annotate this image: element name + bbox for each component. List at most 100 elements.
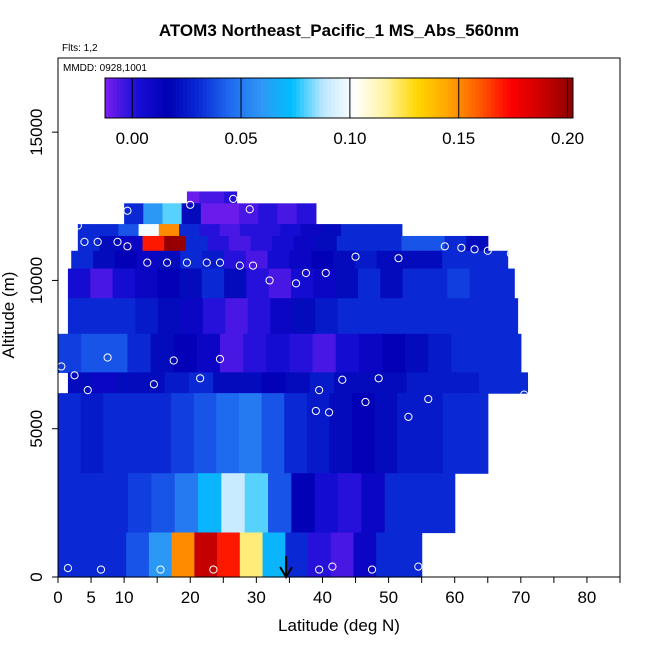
flights-label: Flts: 1,2 xyxy=(62,43,98,54)
curtain-cell xyxy=(465,393,489,474)
curtain-cell xyxy=(361,473,386,534)
colorbar-segment xyxy=(331,78,336,118)
colorbar-tick-label: 0.20 xyxy=(551,129,584,148)
colorbar-segment xyxy=(218,78,223,118)
curtain-cell xyxy=(311,250,334,270)
colorbar-segment xyxy=(284,78,289,118)
curtain-cell xyxy=(442,393,466,474)
colorbar-segment xyxy=(557,78,562,118)
sample-point xyxy=(338,375,347,384)
colorbar-segment xyxy=(319,78,324,118)
x-tick-label: 60 xyxy=(445,588,464,607)
colorbar-segment xyxy=(233,78,239,118)
colorbar-segment xyxy=(128,78,133,118)
sample-point xyxy=(470,245,479,254)
colorbar-segment xyxy=(491,78,496,118)
colorbar-segment xyxy=(545,78,551,118)
colorbar-segment xyxy=(440,78,445,118)
curtain-cell xyxy=(127,333,152,373)
curtain-cell xyxy=(143,203,164,225)
colorbar-segment xyxy=(549,78,554,118)
curtain-cell xyxy=(193,393,217,474)
colorbar-segment xyxy=(303,78,309,118)
colorbar-segment xyxy=(105,78,110,118)
x-tick-label: 20 xyxy=(181,588,200,607)
sample-point xyxy=(506,249,516,258)
sample-point xyxy=(367,565,377,574)
colorbar-segment xyxy=(264,78,270,118)
curtain-cell xyxy=(138,224,160,237)
colorbar-segment xyxy=(428,78,434,118)
curtain-cell xyxy=(207,235,230,252)
curtain-cell xyxy=(188,372,214,394)
curtain-cell xyxy=(260,224,281,237)
curtain-cell xyxy=(201,268,225,299)
curtain-cell xyxy=(136,250,160,270)
curtain-cell xyxy=(140,372,166,394)
curtain-cell xyxy=(320,224,342,237)
curtain-cell xyxy=(180,250,203,270)
colorbar-segment xyxy=(459,78,465,118)
colorbar-segment xyxy=(136,78,141,118)
colorbar-segment xyxy=(163,78,168,118)
curtain-cell xyxy=(402,268,426,299)
colorbar-segment xyxy=(436,78,441,118)
sample-point xyxy=(414,562,423,571)
sample-point xyxy=(315,565,324,574)
curtain-cell xyxy=(374,393,398,474)
curtain-cell xyxy=(261,393,285,474)
colorbar-segment xyxy=(475,78,480,118)
curtain-cell xyxy=(384,473,409,534)
curtain-cell xyxy=(360,298,384,335)
curtain-cell xyxy=(474,333,499,373)
colorbar-segment xyxy=(323,78,328,118)
colorbar-segment xyxy=(342,78,348,118)
colorbar-segment xyxy=(147,78,153,118)
curtain-cell xyxy=(92,372,117,394)
curtain-cell xyxy=(503,372,529,394)
curtain-cell xyxy=(289,333,314,373)
curtain-cell xyxy=(358,372,383,394)
colorbar-segment xyxy=(206,78,211,118)
x-tick-label: 50 xyxy=(379,588,398,607)
colorbar-segment xyxy=(483,78,488,118)
curtain-cell xyxy=(126,532,150,578)
curtain-cell xyxy=(237,372,262,394)
curtain-cell xyxy=(270,298,294,335)
sample-point xyxy=(123,206,132,215)
curtain-cell xyxy=(312,333,337,373)
curtain-cell xyxy=(243,333,267,373)
sample-point xyxy=(291,279,301,288)
colorbar-segment xyxy=(561,78,566,118)
curtain-cell xyxy=(202,298,226,335)
curtain-cell xyxy=(198,473,222,534)
sample-point xyxy=(457,243,466,252)
colorbar-segment xyxy=(354,78,359,118)
sample-point xyxy=(328,562,337,571)
curtain-cell xyxy=(157,298,181,335)
chart-title: ATOM3 Northeast_Pacific_1 MS_Abs_560nm xyxy=(159,21,519,40)
curtain-cell xyxy=(104,333,129,373)
curtain-cell xyxy=(148,532,173,578)
curtain-cell xyxy=(202,250,225,270)
curtain-cell xyxy=(296,203,317,225)
colorbar-segment xyxy=(144,78,149,118)
curtain-cell xyxy=(423,235,446,252)
curtain-cell xyxy=(174,473,199,534)
colorbar-segment xyxy=(409,78,414,118)
colorbar-segment xyxy=(190,78,196,118)
sample-point xyxy=(315,386,324,395)
colorbar-segment xyxy=(183,78,188,118)
arrow-marker xyxy=(279,556,293,579)
curtain-cell xyxy=(135,298,159,335)
curtain-cell xyxy=(81,473,106,534)
colorbar-segment xyxy=(502,78,508,118)
sample-point xyxy=(93,237,102,246)
curtain-cell xyxy=(224,191,238,204)
colorbar-segment xyxy=(467,78,473,118)
sample-point xyxy=(113,237,122,246)
curtain-cell xyxy=(77,224,99,237)
sample-point xyxy=(186,200,195,209)
curtain-cell xyxy=(381,224,403,237)
curtain-cell xyxy=(314,473,339,534)
